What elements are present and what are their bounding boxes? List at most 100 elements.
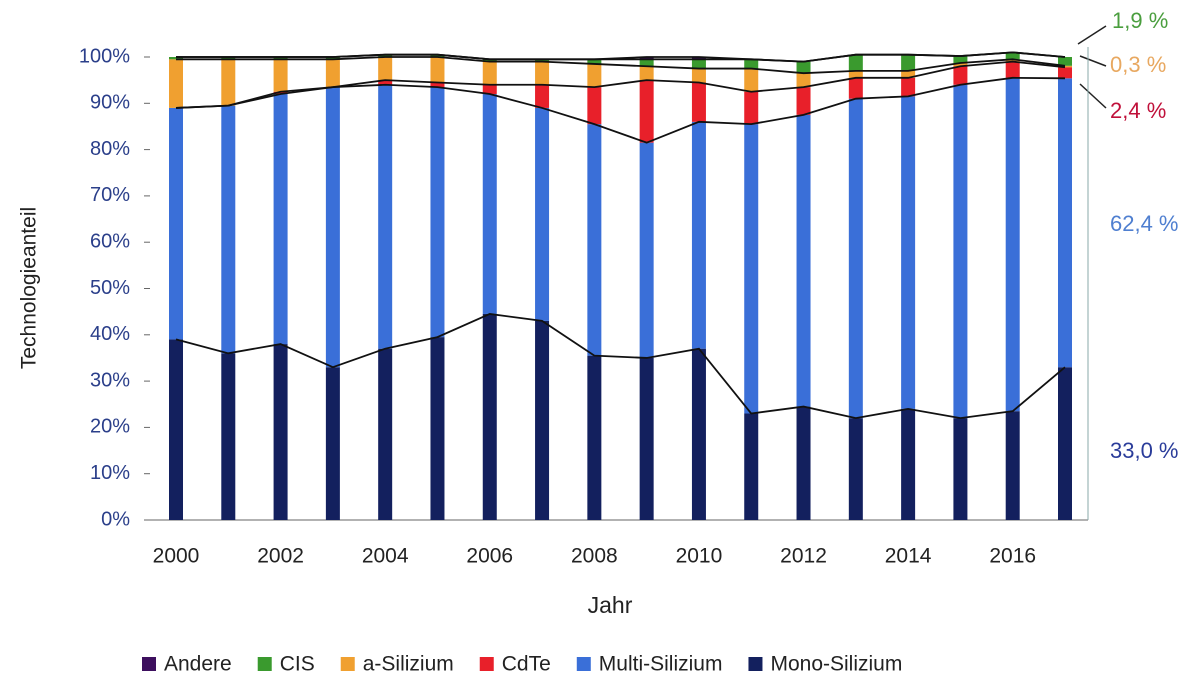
- bar-segment: [430, 82, 445, 88]
- bar-segment: [639, 66, 654, 81]
- bar-segment: [1005, 61, 1020, 78]
- legend-label: a-Silizium: [363, 653, 454, 676]
- stack-line: [175, 76, 1066, 144]
- bar-segment: [378, 57, 393, 81]
- bar-segment: [430, 337, 445, 520]
- legend-label: CIS: [280, 653, 315, 676]
- bar-segment: [378, 54, 393, 57]
- bar-segment: [691, 82, 706, 122]
- bar-segment: [848, 418, 863, 520]
- bar-segment: [639, 57, 654, 60]
- bar-segment: [796, 61, 811, 74]
- bar-segment: [901, 77, 916, 97]
- bar-segment: [901, 54, 916, 71]
- legend-swatch: [257, 657, 272, 671]
- bar-segment: [953, 63, 968, 67]
- bar-segment: [796, 73, 811, 88]
- y-tick-label: 30%: [90, 369, 130, 391]
- bar-segment: [273, 57, 288, 60]
- arrow: [1079, 83, 1107, 109]
- bar-segment: [273, 344, 288, 520]
- bar-segment: [325, 367, 340, 520]
- y-tick-label: 60%: [90, 230, 130, 252]
- legend-label: CdTe: [502, 653, 551, 676]
- y-tick-label: 90%: [90, 92, 130, 114]
- bar-segment: [221, 353, 236, 520]
- bar-segment: [430, 54, 445, 57]
- stack-line: [175, 60, 1066, 109]
- bar-segment: [587, 87, 602, 125]
- y-tick-label: 40%: [90, 323, 130, 345]
- legend-swatch: [479, 657, 494, 671]
- bar-segment: [325, 59, 340, 88]
- arrow: [1079, 55, 1107, 67]
- bar-segment: [691, 68, 706, 83]
- bar-segment: [273, 91, 288, 95]
- legend-label: Andere: [164, 653, 232, 676]
- bar-segment: [901, 96, 916, 409]
- bar-segment: [1005, 52, 1020, 60]
- bar-segment: [535, 59, 550, 62]
- bar-segment: [169, 339, 183, 520]
- stack-line: [176, 51, 1066, 63]
- x-tick-label: 2016: [989, 545, 1036, 568]
- legend-swatch: [748, 657, 763, 671]
- bar-segment: [953, 66, 968, 85]
- bar-segment: [482, 59, 497, 62]
- bar-segment: [744, 59, 759, 69]
- y-tick-label: 50%: [90, 277, 130, 299]
- bar-segment: [325, 87, 340, 368]
- annotation: 2,4 %: [1110, 98, 1166, 123]
- bar-segment: [639, 59, 654, 67]
- bar-segment: [639, 142, 654, 358]
- bar-segment: [848, 77, 863, 99]
- bar-segment: [482, 313, 497, 520]
- x-tick-label: 2000: [153, 545, 200, 568]
- bar-segment: [691, 121, 706, 349]
- bar-segment: [901, 408, 916, 520]
- x-tick-label: 2014: [885, 545, 932, 568]
- bar-segment: [1005, 59, 1020, 62]
- bar-segment: [1058, 367, 1072, 520]
- x-tick-label: 2012: [780, 545, 827, 568]
- bar-segment: [221, 57, 236, 60]
- legend-swatch: [340, 657, 355, 671]
- bar-segment: [273, 59, 288, 92]
- bar-segment: [378, 84, 393, 349]
- annotation: 0,3 %: [1110, 52, 1166, 77]
- bar-segment: [273, 94, 288, 345]
- bar-segment: [744, 413, 759, 520]
- bar-segment: [430, 57, 445, 83]
- bar-segment: [378, 80, 393, 85]
- bar-segment: [378, 348, 393, 520]
- arrow: [1077, 25, 1107, 45]
- bar-segment: [169, 107, 183, 340]
- y-tick-label: 20%: [90, 416, 130, 438]
- bar-segment: [639, 357, 654, 520]
- x-tick-label: 2010: [676, 545, 723, 568]
- bar-segment: [169, 59, 183, 108]
- bar-segment: [535, 107, 550, 321]
- bar-segment: [221, 105, 236, 354]
- annotation-arrows: [1077, 25, 1107, 109]
- bar-segment: [587, 355, 602, 520]
- x-tick-label: 2008: [571, 545, 618, 568]
- bar-segment: [587, 59, 602, 64]
- bar-segment: [535, 61, 550, 85]
- x-axis-title: Jahr: [588, 592, 633, 618]
- annotation: 33,0 %: [1110, 438, 1179, 463]
- bar-segment: [587, 63, 602, 88]
- bar-segment: [325, 57, 340, 60]
- bar-segment: [953, 84, 968, 419]
- bar-segment: [796, 87, 811, 115]
- x-tick-label: 2004: [362, 545, 409, 568]
- bar-segment: [901, 70, 916, 78]
- bar-segment: [953, 56, 968, 64]
- bar-segment: [691, 59, 706, 69]
- bar-segment: [848, 98, 863, 419]
- bar-segment: [796, 114, 811, 407]
- bar-segment: [169, 57, 183, 60]
- bar-segment: [691, 57, 706, 60]
- y-tick-label: 100%: [79, 45, 130, 67]
